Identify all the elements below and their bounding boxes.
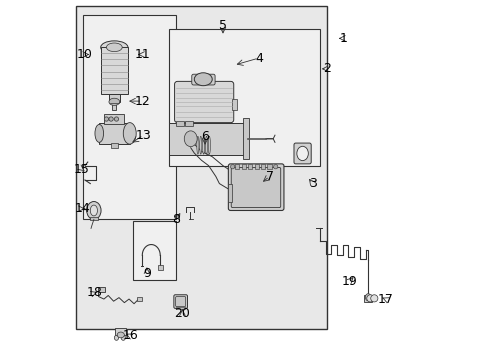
- Text: 5: 5: [219, 19, 226, 32]
- Bar: [176, 121, 183, 126]
- Bar: [235, 164, 239, 169]
- Bar: [169, 30, 319, 166]
- Ellipse shape: [95, 125, 103, 142]
- Bar: [185, 121, 192, 126]
- Ellipse shape: [86, 202, 101, 220]
- Ellipse shape: [230, 165, 234, 169]
- FancyBboxPatch shape: [174, 81, 233, 123]
- Bar: [254, 164, 258, 169]
- Text: 9: 9: [142, 267, 151, 280]
- Ellipse shape: [370, 295, 377, 302]
- Text: 1: 1: [339, 32, 346, 45]
- Text: 10: 10: [77, 48, 93, 61]
- Bar: [109, 94, 120, 102]
- Text: 19: 19: [341, 275, 357, 288]
- Ellipse shape: [101, 41, 128, 54]
- Bar: [99, 123, 129, 144]
- FancyBboxPatch shape: [231, 167, 280, 208]
- Ellipse shape: [194, 73, 212, 86]
- Bar: [241, 164, 245, 169]
- Ellipse shape: [109, 98, 120, 105]
- Bar: [158, 265, 163, 270]
- Bar: [364, 296, 371, 302]
- Ellipse shape: [366, 295, 373, 302]
- Ellipse shape: [365, 294, 370, 301]
- FancyBboxPatch shape: [191, 74, 215, 85]
- Ellipse shape: [123, 123, 136, 144]
- Text: 12: 12: [134, 95, 150, 108]
- Bar: [98, 287, 104, 292]
- Ellipse shape: [114, 335, 119, 340]
- FancyBboxPatch shape: [293, 143, 310, 164]
- Text: 17: 17: [377, 293, 392, 306]
- Text: 14: 14: [74, 202, 90, 215]
- Ellipse shape: [121, 335, 125, 340]
- Text: 8: 8: [172, 213, 180, 226]
- Bar: [104, 114, 123, 125]
- Text: 4: 4: [254, 51, 262, 64]
- Bar: [133, 221, 176, 280]
- Ellipse shape: [202, 136, 204, 154]
- Ellipse shape: [205, 136, 207, 154]
- Ellipse shape: [117, 332, 124, 338]
- FancyBboxPatch shape: [175, 297, 185, 307]
- Text: 3: 3: [308, 177, 316, 190]
- Text: 6: 6: [201, 130, 208, 144]
- Ellipse shape: [296, 146, 308, 161]
- Bar: [231, 99, 237, 110]
- Text: 11: 11: [134, 48, 150, 61]
- FancyBboxPatch shape: [174, 295, 187, 309]
- Ellipse shape: [90, 205, 97, 216]
- Bar: [76, 6, 326, 329]
- Text: 16: 16: [122, 329, 138, 342]
- Text: 15: 15: [74, 163, 90, 176]
- Text: 13: 13: [135, 129, 151, 142]
- Bar: [242, 118, 249, 159]
- Ellipse shape: [109, 117, 113, 121]
- Bar: [137, 297, 142, 301]
- Text: 2: 2: [323, 62, 330, 75]
- Bar: [267, 164, 271, 169]
- Bar: [83, 15, 176, 220]
- Bar: [89, 217, 98, 220]
- Bar: [111, 143, 117, 148]
- Ellipse shape: [106, 43, 122, 51]
- Text: 20: 20: [174, 307, 190, 320]
- Bar: [101, 47, 128, 94]
- Text: 18: 18: [86, 287, 102, 300]
- Bar: [169, 123, 246, 155]
- Ellipse shape: [199, 136, 202, 154]
- Ellipse shape: [208, 136, 210, 154]
- Bar: [247, 164, 252, 169]
- Bar: [115, 328, 126, 335]
- Ellipse shape: [114, 117, 119, 121]
- Ellipse shape: [104, 117, 108, 121]
- Bar: [176, 307, 184, 309]
- FancyBboxPatch shape: [228, 164, 284, 211]
- Bar: [227, 184, 231, 202]
- Ellipse shape: [184, 131, 197, 147]
- Bar: [112, 102, 116, 110]
- Ellipse shape: [273, 165, 277, 169]
- Ellipse shape: [196, 136, 199, 154]
- Bar: [261, 164, 265, 169]
- Text: 7: 7: [265, 170, 273, 183]
